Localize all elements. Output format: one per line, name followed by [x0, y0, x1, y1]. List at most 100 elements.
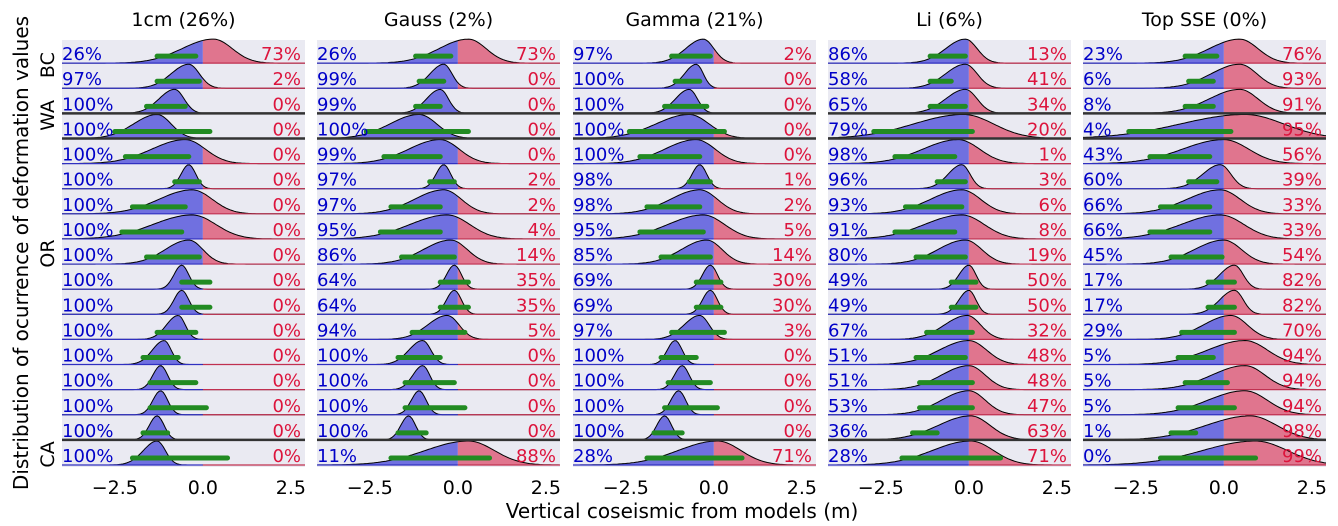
right-percent: 0%: [527, 94, 556, 115]
density-negative: [1083, 164, 1224, 189]
density-positive: [1223, 64, 1326, 89]
left-percent: 100%: [573, 421, 624, 442]
left-percent: 69%: [573, 270, 613, 291]
right-percent: 0%: [272, 170, 301, 191]
density-positive: [968, 114, 1071, 139]
density-positive: [1223, 114, 1326, 139]
left-percent: 99%: [317, 69, 357, 90]
left-percent: 53%: [828, 396, 868, 417]
right-percent: 0%: [272, 371, 301, 392]
left-percent: 80%: [828, 245, 868, 266]
x-tick-label: 2.5: [1297, 477, 1327, 499]
density-positive: [968, 340, 1071, 365]
left-percent: 100%: [317, 421, 368, 442]
panel-title: Top SSE (0%): [1141, 9, 1267, 31]
left-percent: 100%: [62, 94, 113, 115]
right-percent: 1%: [1038, 145, 1067, 166]
right-percent: 2%: [783, 195, 812, 216]
right-percent: 70%: [1282, 320, 1322, 341]
right-percent: 1%: [783, 170, 812, 191]
right-percent: 71%: [1027, 446, 1067, 467]
right-percent: 94%: [1282, 396, 1322, 417]
density-positive: [968, 40, 1071, 64]
left-percent: 100%: [62, 245, 113, 266]
x-tick-label: 0.0: [699, 477, 729, 499]
density-negative: [62, 290, 203, 315]
right-percent: 33%: [1282, 195, 1322, 216]
density-positive: [1223, 315, 1326, 340]
right-percent: 94%: [1282, 371, 1322, 392]
density-positive: [457, 268, 560, 290]
density-positive: [457, 323, 560, 340]
density-positive: [1223, 415, 1326, 440]
right-percent: 0%: [783, 119, 812, 140]
x-tick-label: 0.0: [188, 477, 218, 499]
density-negative: [1083, 295, 1224, 315]
left-percent: 11%: [317, 446, 357, 467]
left-percent: 85%: [573, 245, 613, 266]
right-percent: 33%: [1282, 220, 1322, 241]
density-positive: [968, 415, 1071, 440]
left-percent: 100%: [62, 346, 113, 367]
right-percent: 30%: [772, 270, 812, 291]
right-percent: 50%: [1027, 270, 1067, 291]
density-positive: [1223, 390, 1326, 415]
x-tick-label: 2.5: [276, 477, 306, 499]
density-positive: [713, 268, 816, 290]
x-tick-label: 0.0: [954, 477, 984, 499]
density-positive: [202, 249, 305, 265]
left-percent: 0%: [1083, 446, 1112, 467]
left-percent: 58%: [828, 69, 868, 90]
x-tick-label: 0.0: [1209, 477, 1239, 499]
left-percent: 93%: [828, 195, 868, 216]
left-percent: 98%: [828, 145, 868, 166]
left-percent: 79%: [828, 119, 868, 140]
left-percent: 99%: [317, 94, 357, 115]
left-percent: 67%: [828, 320, 868, 341]
density-positive: [1223, 89, 1326, 114]
left-percent: 17%: [1083, 270, 1123, 291]
right-percent: 99%: [1282, 446, 1322, 467]
density-positive: [713, 196, 816, 214]
right-percent: 0%: [527, 69, 556, 90]
density-positive: [968, 172, 1071, 189]
right-percent: 0%: [272, 220, 301, 241]
left-percent: 100%: [62, 371, 113, 392]
x-tick-label: −2.5: [858, 477, 904, 499]
region-label: OR: [37, 239, 59, 267]
left-percent: 100%: [573, 346, 624, 367]
right-percent: 71%: [772, 446, 812, 467]
right-percent: 0%: [272, 145, 301, 166]
region-label: WA: [37, 100, 59, 131]
left-percent: 98%: [573, 170, 613, 191]
left-percent: 97%: [317, 195, 357, 216]
left-percent: 100%: [573, 396, 624, 417]
left-percent: 66%: [1083, 195, 1123, 216]
right-percent: 54%: [1282, 245, 1322, 266]
density-outline: [828, 114, 1071, 139]
region-label: CA: [37, 441, 59, 467]
right-percent: 0%: [527, 346, 556, 367]
density-outline: [828, 440, 1071, 466]
density-negative: [317, 265, 458, 290]
density-outline: [1083, 139, 1326, 165]
right-percent: 0%: [272, 119, 301, 140]
left-percent: 91%: [828, 220, 868, 241]
left-percent: 86%: [317, 245, 357, 266]
right-percent: 82%: [1282, 295, 1322, 316]
right-percent: 0%: [527, 371, 556, 392]
right-percent: 0%: [272, 396, 301, 417]
left-percent: 6%: [1083, 69, 1112, 90]
right-percent: 0%: [783, 396, 812, 417]
left-percent: 100%: [573, 145, 624, 166]
density-positive: [457, 196, 560, 214]
right-percent: 35%: [516, 270, 556, 291]
right-percent: 91%: [1282, 94, 1322, 115]
density-positive: [968, 191, 1071, 214]
left-percent: 66%: [1083, 220, 1123, 241]
left-percent: 100%: [573, 371, 624, 392]
left-percent: 26%: [317, 44, 357, 65]
right-percent: 0%: [272, 94, 301, 115]
density-positive: [968, 216, 1071, 239]
